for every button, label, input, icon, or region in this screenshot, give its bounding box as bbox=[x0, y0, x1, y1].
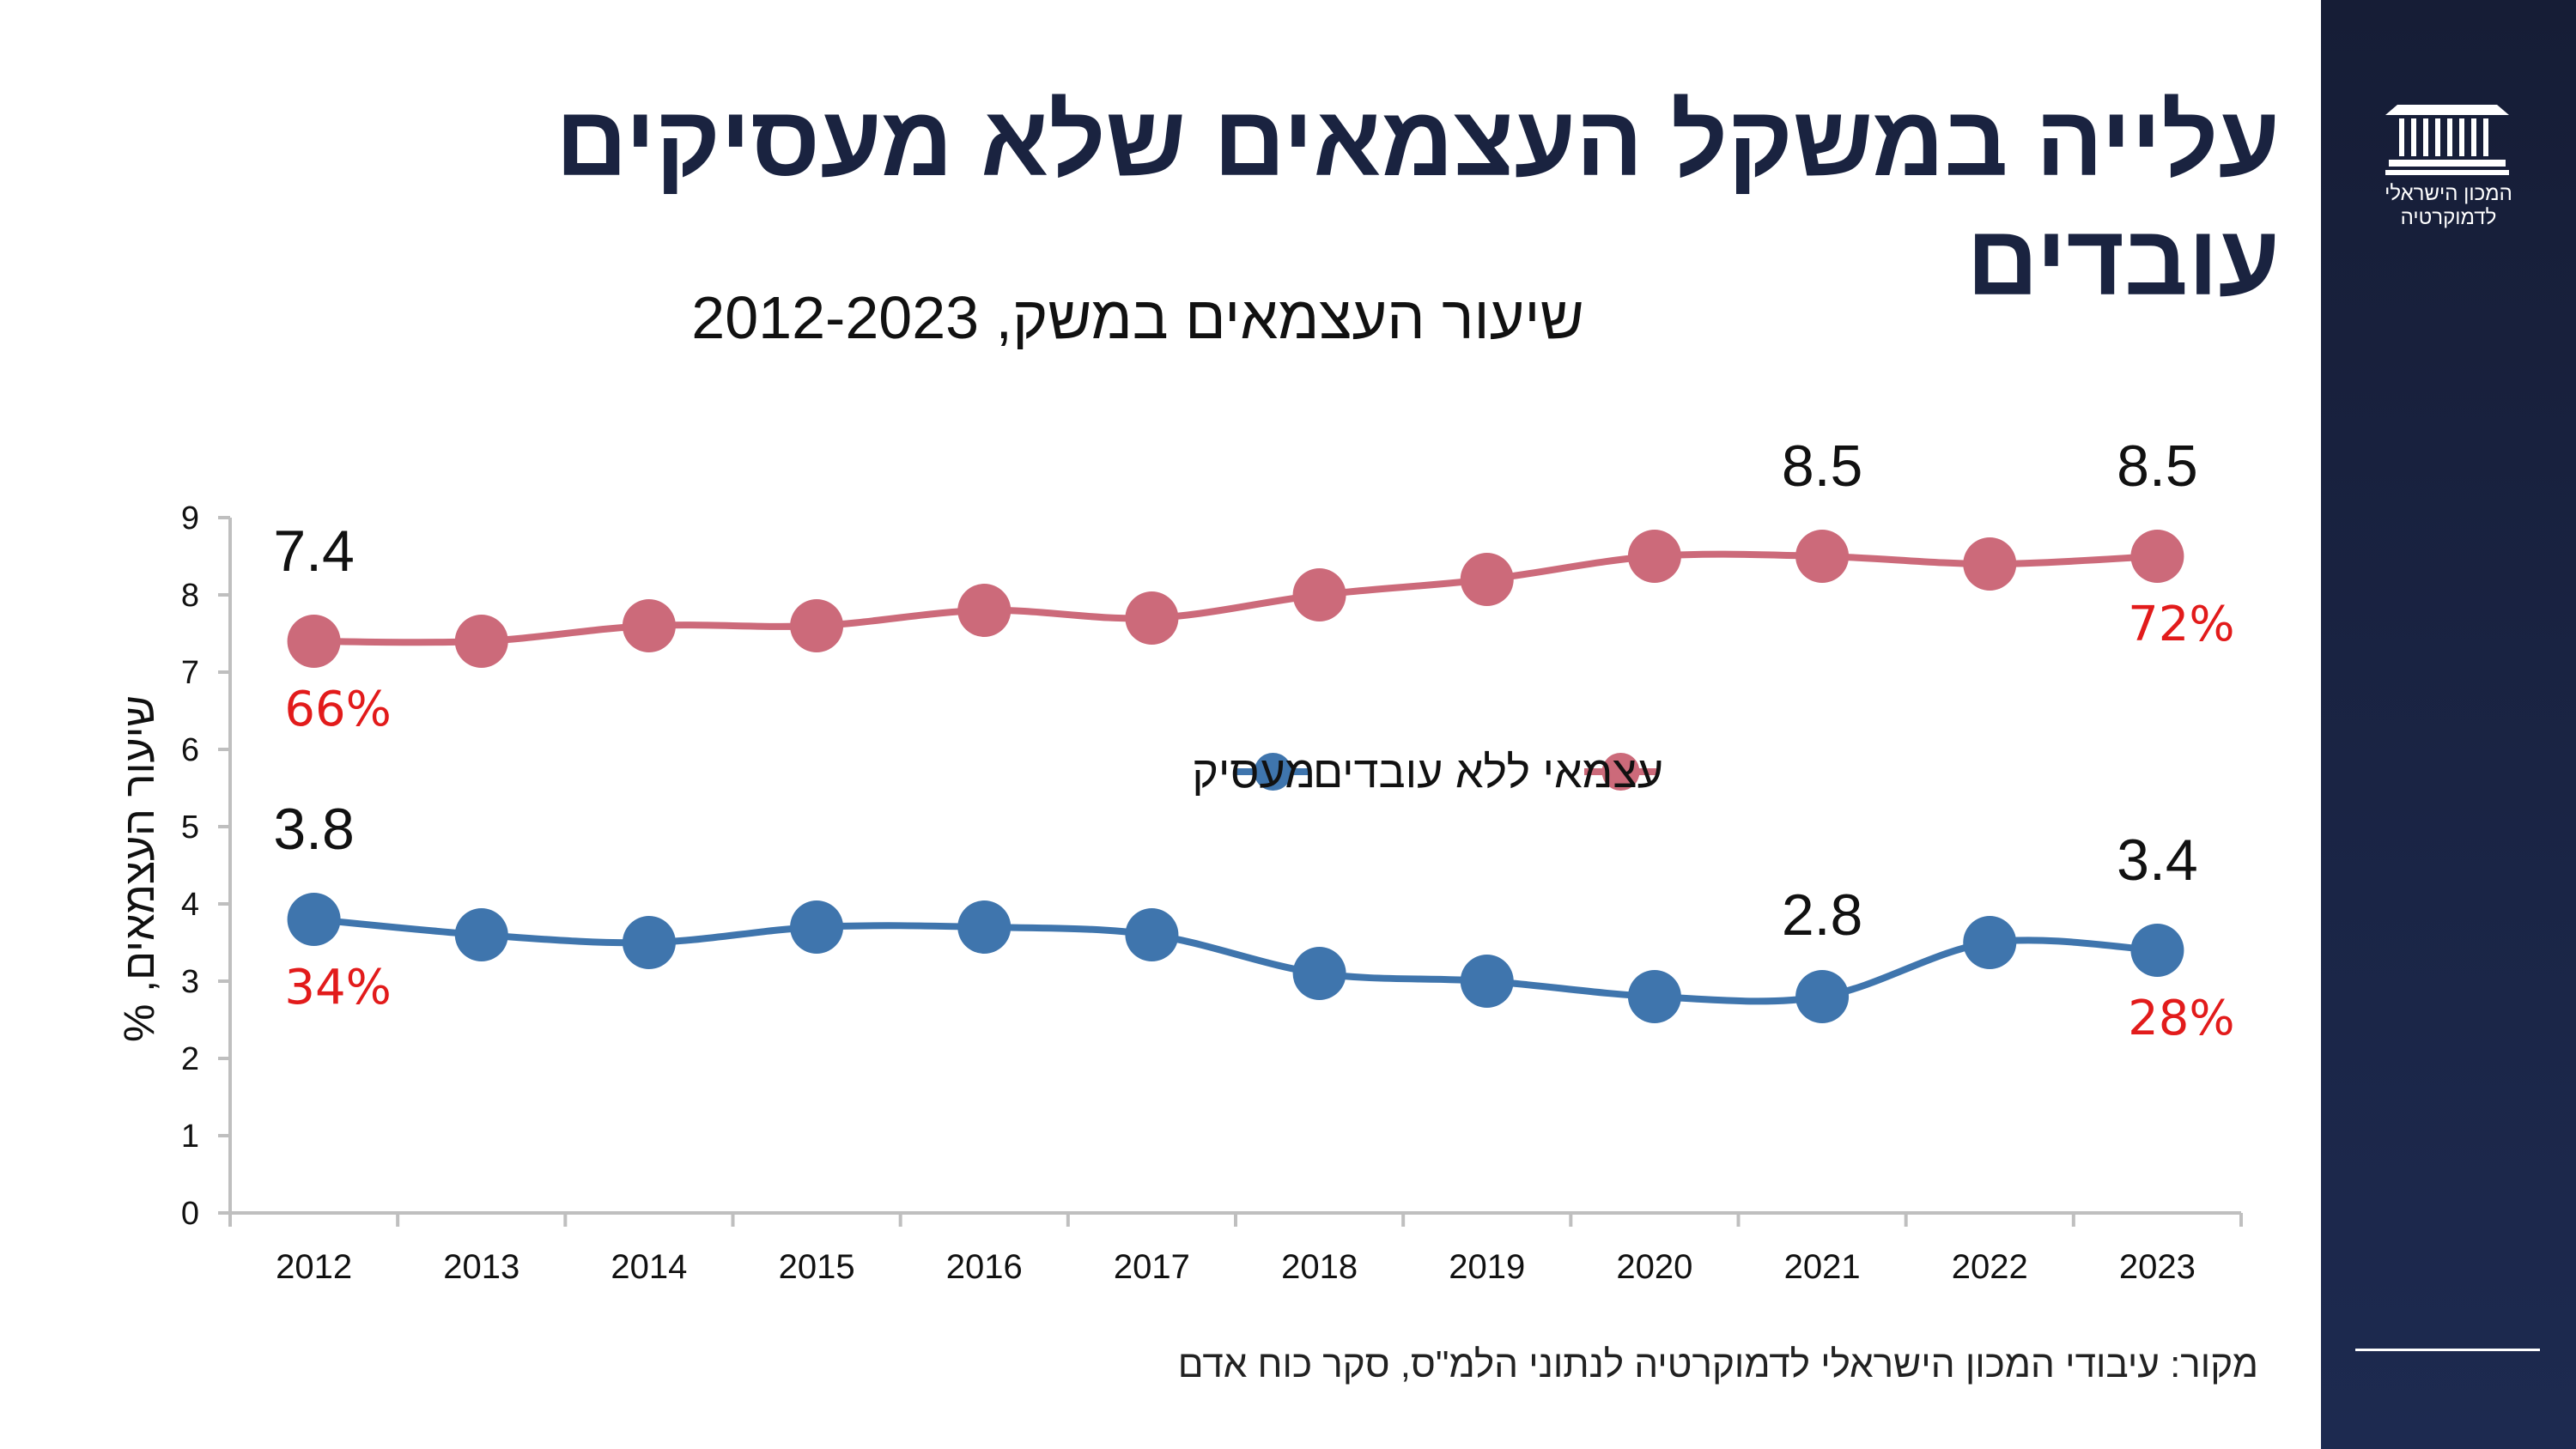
y-tick-label: 6 bbox=[181, 732, 199, 768]
slide-title: עלייה במשקל העצמאים שלא מעסיקים עובדים bbox=[556, 85, 2280, 317]
logo-text-line2: לדמוקרטיה bbox=[2400, 205, 2497, 229]
data-point bbox=[1963, 916, 2017, 969]
x-tick-label: 2022 bbox=[1952, 1248, 2028, 1286]
y-tick-label: 9 bbox=[181, 500, 199, 537]
series-line-1 bbox=[313, 916, 2158, 1005]
data-label: 7.4 bbox=[273, 518, 355, 584]
share-label: 28% bbox=[2128, 991, 2234, 1046]
data-point bbox=[454, 615, 508, 668]
data-point bbox=[2130, 924, 2184, 977]
y-tick-label: 3 bbox=[181, 964, 199, 1000]
data-point bbox=[1125, 908, 1179, 961]
x-tick-label: 2023 bbox=[2119, 1248, 2196, 1286]
y-tick-label: 8 bbox=[181, 578, 199, 614]
y-tick-label: 2 bbox=[181, 1041, 199, 1077]
data-point bbox=[454, 908, 508, 961]
data-label: 3.4 bbox=[2117, 828, 2198, 893]
series-line-0 bbox=[313, 550, 2158, 646]
data-point bbox=[1963, 537, 2017, 591]
data-point bbox=[622, 916, 676, 969]
y-tick-label: 4 bbox=[181, 887, 199, 923]
data-point bbox=[790, 900, 844, 954]
sidebar-divider bbox=[2355, 1349, 2540, 1351]
share-label: 66% bbox=[284, 682, 391, 737]
data-point bbox=[1795, 530, 1850, 583]
legend-label: מעסיק bbox=[1192, 748, 1315, 797]
x-tick-label: 2019 bbox=[1449, 1248, 1525, 1286]
y-tick-label: 5 bbox=[181, 809, 199, 846]
x-tick-label: 2021 bbox=[1784, 1248, 1861, 1286]
x-tick-label: 2014 bbox=[611, 1248, 687, 1286]
data-point bbox=[790, 599, 844, 652]
data-point bbox=[622, 599, 676, 652]
data-point bbox=[1460, 955, 1514, 1008]
legend-label: עצמאי ללא עובדים bbox=[1313, 748, 1663, 797]
x-tick-label: 2012 bbox=[276, 1248, 352, 1286]
legend-marker bbox=[1601, 753, 1640, 791]
data-label: 3.8 bbox=[273, 797, 355, 862]
data-point bbox=[1795, 970, 1850, 1023]
data-point bbox=[287, 893, 341, 946]
building-columns-icon bbox=[2385, 105, 2509, 175]
data-point bbox=[1292, 568, 1346, 621]
data-point bbox=[1460, 553, 1514, 606]
data-label: 8.5 bbox=[1782, 433, 1863, 499]
share-label: 72% bbox=[2128, 597, 2234, 652]
data-point bbox=[287, 615, 341, 668]
data-point bbox=[2130, 530, 2184, 583]
x-tick-label: 2018 bbox=[1281, 1248, 1358, 1286]
y-tick-label: 0 bbox=[181, 1196, 199, 1232]
logo-text-line1: המכון הישראלי bbox=[2385, 182, 2512, 205]
source-note: מקור: עיבודי המכון הישראלי לדמוקרטיה לנת… bbox=[1177, 1343, 2258, 1385]
x-tick-label: 2013 bbox=[443, 1248, 519, 1286]
data-point bbox=[1125, 591, 1179, 645]
data-point bbox=[957, 584, 1012, 637]
x-tick-label: 2017 bbox=[1114, 1248, 1190, 1286]
data-point bbox=[1292, 947, 1346, 1000]
data-label: 8.5 bbox=[2117, 433, 2198, 499]
data-label: 2.8 bbox=[1782, 882, 1863, 948]
x-tick-label: 2016 bbox=[946, 1248, 1023, 1286]
x-tick-label: 2020 bbox=[1616, 1248, 1692, 1286]
y-tick-label: 1 bbox=[181, 1119, 199, 1155]
chart-title: שיעור העצמאים במשק, 2012-2023 bbox=[691, 284, 1584, 351]
line-chart: 0 1 2 3 4 5 6 7 8 9 2012 2013 2014 2015 2016 2017 2018 20… bbox=[181, 433, 2243, 1286]
y-tick-label: 7 bbox=[181, 655, 199, 691]
data-point bbox=[957, 900, 1012, 954]
x-tick-label: 2015 bbox=[779, 1248, 855, 1286]
share-label: 34% bbox=[284, 960, 391, 1016]
data-point bbox=[1627, 530, 1681, 583]
data-point bbox=[1627, 970, 1681, 1023]
logo-text: המכון הישראלי לדמוקרטיה bbox=[2336, 182, 2561, 229]
sidebar bbox=[2321, 0, 2576, 1449]
legend-marker bbox=[1254, 753, 1292, 791]
